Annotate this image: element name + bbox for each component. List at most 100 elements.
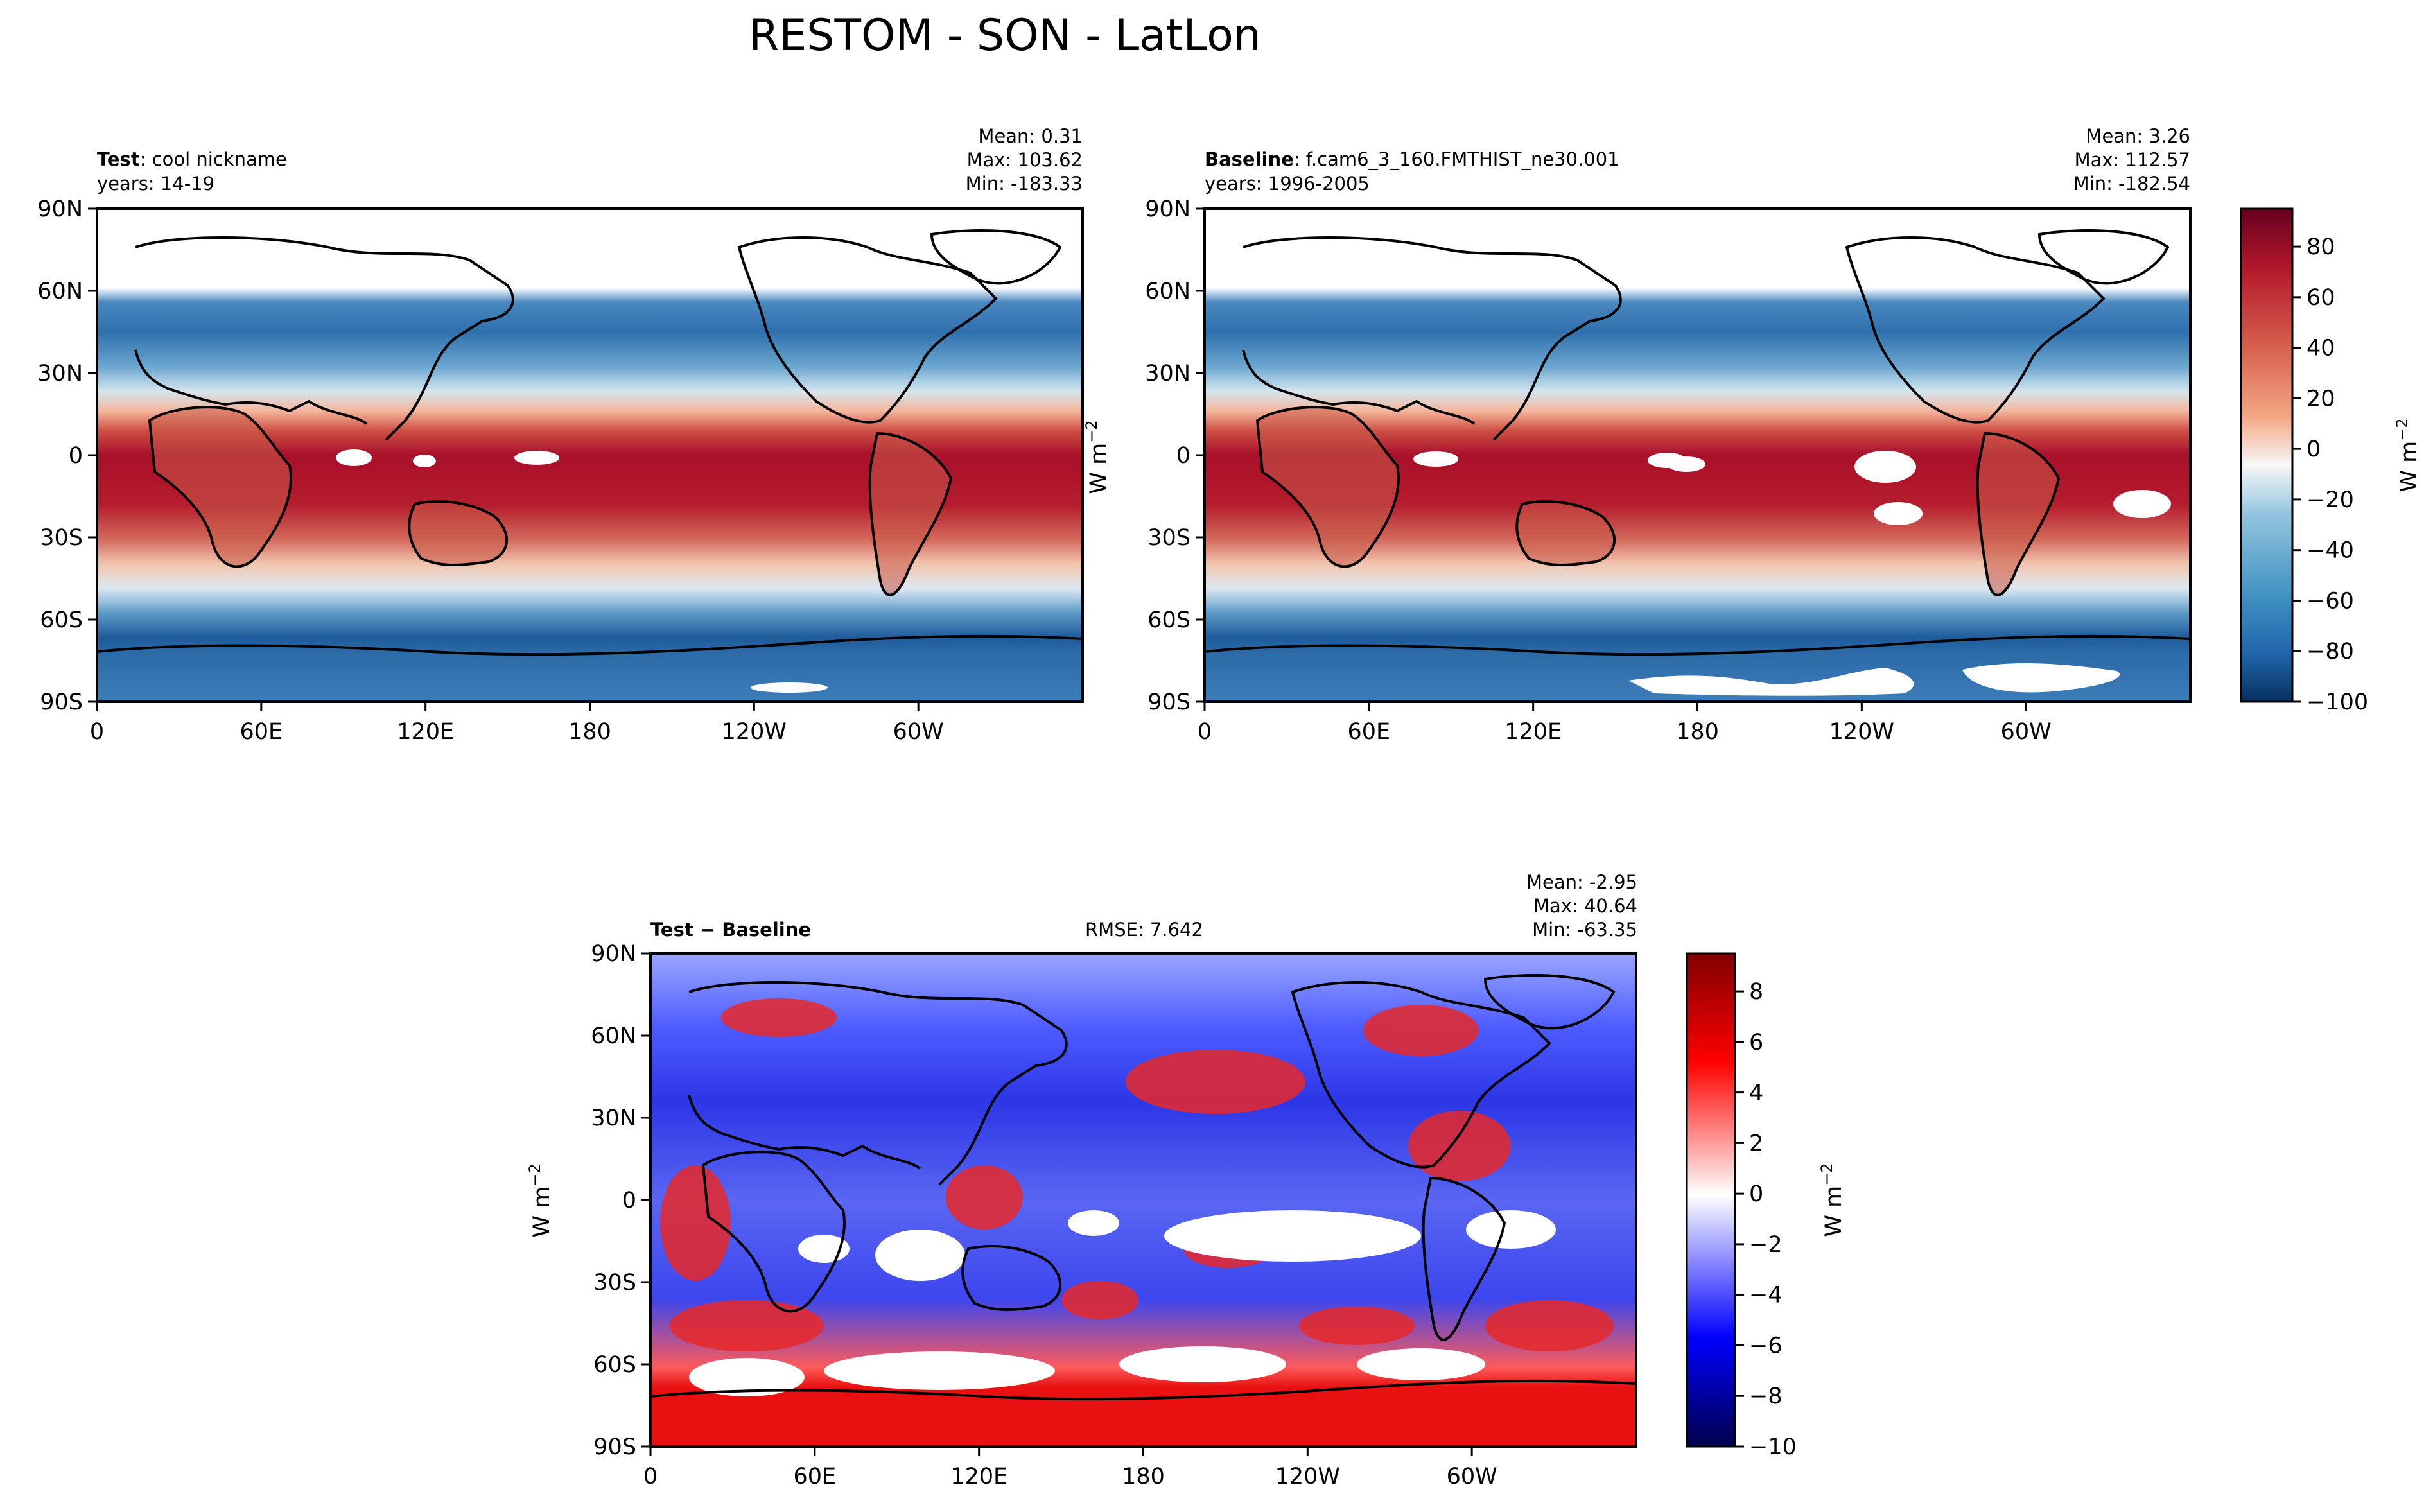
test-y-ticks: 90N 60N 30N 0 30S 60S 90S	[37, 196, 97, 715]
diff-y-tick-label: 30S	[593, 1270, 636, 1296]
diff-x-ticks: 0 60E 120E 180 120W 60W	[643, 1447, 1497, 1490]
test-x-tick-label: 180	[568, 719, 611, 745]
diff-min: Min: -63.35	[1532, 919, 1637, 941]
test-coastlines	[97, 229, 1083, 656]
rdbu-colorbar: 80 60 40 20 0 −20 −40 −60 −80 −100 W m−2	[2240, 207, 2422, 715]
baseline-x-tick-label: 60W	[2001, 719, 2052, 745]
seismic-colorbar-label-base: W m	[1821, 1186, 1847, 1237]
diff-rmse: RMSE: 7.642	[1085, 919, 1203, 941]
test-min: Min: -183.33	[966, 173, 1083, 195]
diff-y-tick-label: 90N	[591, 941, 636, 967]
test-name-rest: : cool nickname	[140, 148, 287, 170]
rdbu-colorbar-label: W m−2	[2393, 418, 2422, 492]
baseline-missing-patches	[1413, 451, 2171, 696]
diff-y-tick-label: 0	[622, 1188, 636, 1213]
test-x-ticks: 0 60E 120E 180 120W 60W	[90, 702, 944, 745]
diff-x-tick-label: 60E	[794, 1464, 837, 1490]
top-ylabel: W m−2	[1083, 420, 1112, 494]
baseline-y-ticks: 90N 60N 30N 0 30S 60S 90S	[1145, 196, 1205, 715]
test-missing-patches	[336, 449, 828, 693]
test-panel: Test: cool nickname years: 14-19 Mean: 0…	[37, 125, 1084, 745]
seismic-colorbar-tick-label: 4	[1749, 1081, 1763, 1106]
test-y-tick-label: 90S	[40, 690, 83, 715]
seismic-colorbar-tick-label: 8	[1749, 979, 1763, 1005]
rdbu-colorbar-tick-label: −40	[2307, 538, 2354, 564]
seismic-colorbar-tick-label: 2	[1749, 1131, 1763, 1156]
rdbu-colorbar-fill	[2241, 209, 2292, 702]
baseline-y-tick-label: 90N	[1145, 196, 1190, 222]
seismic-colorbar-label: W m−2	[1818, 1163, 1847, 1237]
seismic-colorbar-tick-label: −6	[1749, 1333, 1783, 1359]
baseline-x-ticks: 0 60E 120E 180 120W 60W	[1198, 702, 2052, 745]
test-y-tick-label: 30N	[37, 361, 83, 387]
seismic-colorbar-ticks: 8 6 4 2 0 −2 −4 −6 −8 −10	[1735, 979, 1797, 1460]
seismic-colorbar-tick-label: −10	[1749, 1434, 1797, 1460]
test-header-name: Test: cool nickname	[97, 148, 287, 170]
baseline-max: Max: 112.57	[2075, 149, 2190, 171]
test-mean: Mean: 0.31	[978, 125, 1083, 147]
test-years: years: 14-19	[97, 173, 214, 195]
baseline-y-tick-label: 60S	[1147, 607, 1190, 633]
diff-y-tick-label: 60N	[591, 1023, 636, 1049]
diff-y-tick-label: 90S	[593, 1434, 636, 1460]
diff-x-tick-label: 120E	[950, 1464, 1007, 1490]
seismic-colorbar-tick-label: 0	[1749, 1181, 1763, 1207]
seismic-colorbar-tick-label: 6	[1749, 1030, 1763, 1056]
baseline-name-rest: : f.cam6_3_160.FMTHIST_ne30.001	[1294, 148, 1619, 170]
diff-x-tick-label: 60W	[1447, 1464, 1497, 1490]
baseline-y-tick-label: 30S	[1147, 525, 1190, 551]
diff-coastlines	[650, 974, 1636, 1401]
test-y-tick-label: 30S	[40, 525, 83, 551]
rdbu-colorbar-ticks: 80 60 40 20 0 −20 −40 −60 −80 −100	[2292, 234, 2368, 715]
diff-y-ticks: 90N 60N 30N 0 30S 60S 90S	[591, 941, 650, 1460]
rdbu-colorbar-tick-label: 80	[2307, 234, 2335, 260]
diff-map-area: 0 60E 120E 180 120W 60W 90N 60N 30N 0 30S 60S 90S	[591, 941, 1637, 1490]
diff-y-tick-label: 30N	[591, 1106, 636, 1131]
test-map-area: 0 60E 120E 180 120W 60W 90N 60N 30N 0 30S 60S 90S	[37, 196, 1084, 745]
rdbu-colorbar-tick-label: −60	[2307, 588, 2354, 614]
baseline-coastlines	[1205, 229, 2190, 656]
top-ylabel-exp: −2	[1083, 420, 1101, 442]
diff-x-tick-label: 180	[1122, 1464, 1165, 1490]
test-y-tick-label: 0	[69, 443, 83, 469]
rdbu-colorbar-tick-label: 20	[2307, 386, 2335, 412]
baseline-header-name: Baseline: f.cam6_3_160.FMTHIST_ne30.001	[1205, 148, 1619, 170]
diff-ylabel-exp: −2	[526, 1163, 544, 1186]
baseline-mean: Mean: 3.26	[2086, 125, 2190, 147]
baseline-x-tick-label: 120W	[1829, 719, 1894, 745]
baseline-land-overlay	[1257, 407, 2059, 595]
baseline-x-tick-label: 120E	[1504, 719, 1562, 745]
rdbu-colorbar-frame	[2240, 207, 2294, 703]
rdbu-colorbar-tick-label: 40	[2307, 336, 2335, 361]
baseline-x-tick-label: 180	[1676, 719, 1719, 745]
diff-max: Max: 40.64	[1533, 895, 1637, 917]
diff-ylabel-base: W m	[529, 1186, 555, 1238]
test-name-bold: Test	[97, 148, 140, 170]
rdbu-colorbar-tick-label: −100	[2307, 690, 2368, 715]
test-y-tick-label: 60N	[37, 279, 83, 304]
diff-x-tick-label: 120W	[1275, 1464, 1340, 1490]
seismic-colorbar-frame	[1686, 952, 1736, 1448]
rdbu-colorbar-tick-label: −20	[2307, 487, 2354, 513]
diff-x-tick-label: 0	[643, 1464, 658, 1490]
diff-panel: Test − Baseline RMSE: 7.642 Mean: -2.95 …	[526, 871, 1847, 1490]
test-x-tick-label: 120W	[722, 719, 787, 745]
seismic-colorbar-fill	[1687, 953, 1735, 1447]
test-x-tick-label: 0	[90, 719, 104, 745]
rdbu-colorbar-tick-label: 0	[2307, 437, 2321, 462]
test-max: Max: 103.62	[967, 149, 1083, 171]
test-x-tick-label: 120E	[397, 719, 454, 745]
diff-name: Test − Baseline	[650, 919, 811, 941]
seismic-colorbar-tick-label: −8	[1749, 1384, 1783, 1409]
rdbu-colorbar-tick-label: 60	[2307, 285, 2335, 311]
figure-title: RESTOM - SON - LatLon	[749, 10, 1261, 61]
rdbu-colorbar-tick-label: −80	[2307, 639, 2354, 665]
seismic-colorbar-tick-label: −2	[1749, 1232, 1783, 1258]
rdbu-colorbar-label-exp: −2	[2393, 418, 2411, 440]
test-land-overlay	[150, 407, 951, 595]
test-y-tick-label: 90N	[37, 196, 83, 222]
baseline-min: Min: -182.54	[2073, 173, 2190, 195]
test-y-tick-label: 60S	[40, 607, 83, 633]
